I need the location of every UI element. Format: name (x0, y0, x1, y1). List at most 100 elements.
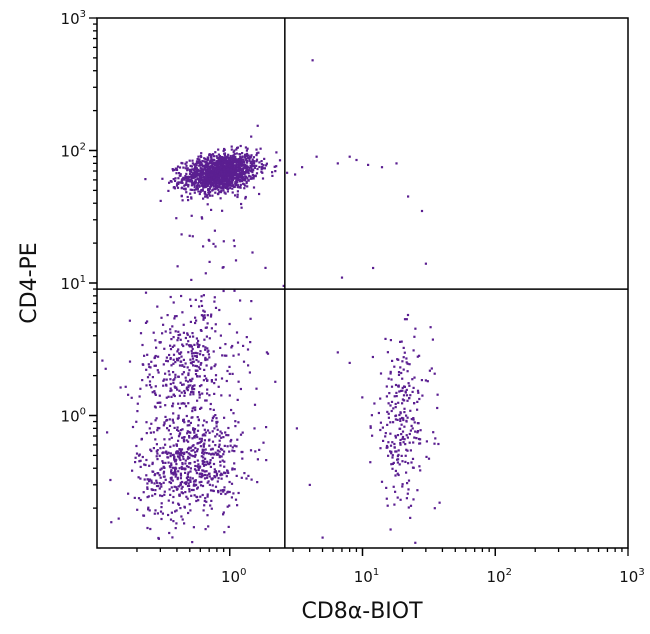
data-point (197, 360, 200, 363)
data-point (198, 164, 201, 167)
data-point (187, 452, 190, 455)
data-point (195, 319, 198, 322)
data-point (146, 320, 149, 323)
data-point (212, 180, 215, 183)
data-point (213, 453, 216, 456)
data-point (212, 153, 215, 156)
data-point (416, 408, 419, 411)
data-point (208, 483, 211, 486)
data-point (217, 489, 220, 493)
data-point (380, 166, 384, 169)
data-point (216, 167, 220, 170)
data-point (177, 429, 180, 432)
data-point (237, 160, 241, 163)
data-point (187, 386, 190, 389)
data-point (223, 169, 226, 173)
data-point (186, 169, 189, 172)
data-point (194, 373, 198, 376)
data-point (201, 484, 205, 488)
data-point (233, 450, 236, 453)
data-point (163, 421, 166, 424)
data-point (179, 338, 182, 341)
data-point (195, 188, 198, 191)
data-point (162, 363, 165, 366)
data-point (403, 385, 406, 388)
data-point (401, 437, 404, 440)
data-point (153, 364, 156, 367)
data-point (163, 475, 166, 478)
data-point (203, 157, 206, 160)
data-point (171, 325, 174, 328)
data-point (169, 455, 172, 458)
data-point (282, 284, 285, 287)
data-point (209, 169, 212, 172)
data-point (404, 460, 407, 463)
data-point (393, 503, 396, 506)
data-point (210, 158, 213, 161)
data-point (146, 487, 149, 490)
data-point (202, 464, 206, 467)
data-point (230, 438, 233, 442)
data-point (185, 387, 188, 390)
data-point (244, 172, 247, 175)
data-point (215, 155, 218, 158)
data-point (203, 477, 207, 480)
data-point (218, 434, 221, 437)
data-point (186, 333, 189, 336)
data-point (143, 463, 146, 466)
data-point (181, 467, 184, 470)
data-point (189, 175, 192, 178)
data-point (405, 434, 408, 437)
data-point (176, 186, 180, 189)
data-point (199, 440, 202, 443)
data-point (245, 169, 248, 172)
data-point (200, 406, 203, 409)
data-point (233, 468, 236, 471)
data-point (274, 170, 277, 173)
data-point (159, 447, 162, 450)
data-point (166, 314, 169, 317)
data-point (253, 427, 256, 430)
data-point (231, 184, 234, 187)
data-point (192, 427, 195, 430)
data-point (379, 428, 382, 432)
data-point (148, 427, 151, 430)
data-point (192, 444, 195, 447)
data-point (203, 470, 206, 473)
data-point (234, 172, 237, 175)
data-point (236, 190, 239, 193)
data-point (238, 173, 241, 176)
data-point (249, 166, 253, 169)
data-point (274, 380, 277, 383)
data-point (178, 172, 181, 175)
data-point (220, 455, 223, 458)
y-tick-label: 101 (61, 274, 86, 293)
data-point (157, 484, 160, 488)
data-point (101, 359, 104, 362)
data-point (165, 356, 168, 359)
data-point (175, 168, 179, 171)
data-point (146, 482, 149, 485)
data-point (228, 504, 231, 507)
data-point (226, 183, 229, 186)
data-point (199, 180, 202, 183)
data-point (198, 305, 201, 308)
data-point (190, 449, 193, 452)
data-point (402, 418, 405, 422)
data-point (198, 391, 201, 394)
data-point (241, 431, 244, 434)
data-point (190, 488, 193, 492)
data-point (390, 450, 393, 453)
data-point (152, 431, 155, 434)
data-point (340, 276, 344, 279)
data-point (186, 430, 189, 433)
data-point (251, 158, 254, 161)
data-point (236, 195, 239, 199)
data-point (184, 491, 187, 494)
data-point (261, 177, 265, 180)
data-point (265, 426, 268, 429)
data-point (191, 541, 194, 544)
data-point (148, 383, 152, 387)
data-point (400, 454, 403, 457)
data-point (180, 429, 183, 432)
